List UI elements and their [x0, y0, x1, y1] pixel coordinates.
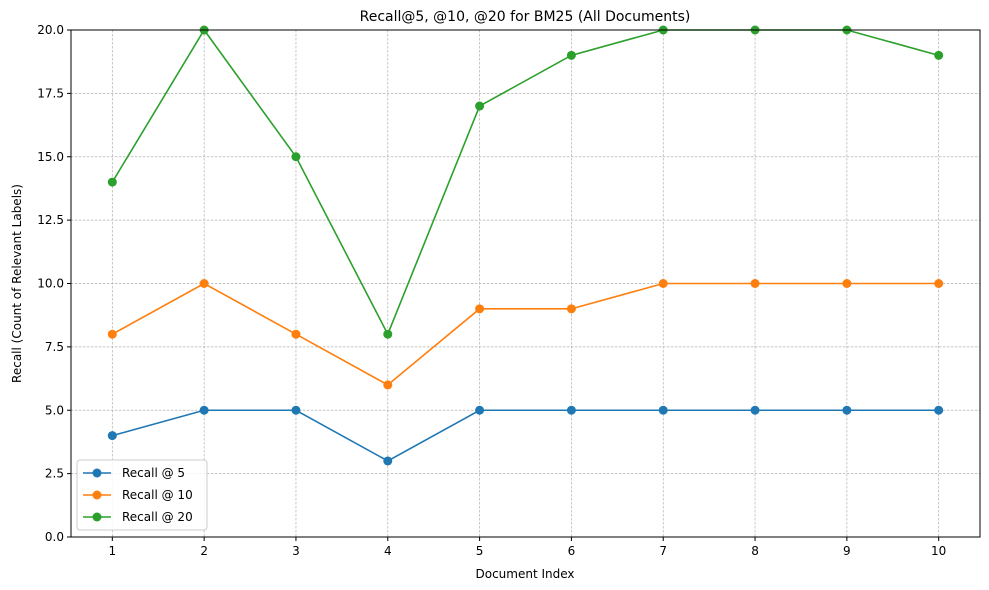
data-point: [934, 50, 944, 60]
series-2: [107, 279, 944, 390]
x-tick-label: 9: [843, 544, 851, 558]
legend-marker: [92, 512, 102, 522]
y-tick-label: 20.0: [37, 23, 64, 37]
legend-marker: [92, 468, 102, 478]
y-axis: 0.0 2.5 5.0 7.5 10.0 12.5 15.0 17.5 20.0: [37, 23, 71, 544]
data-point: [475, 101, 485, 111]
legend-label: Recall @ 5: [122, 466, 185, 480]
data-point: [842, 405, 852, 415]
chart-title: Recall@5, @10, @20 for BM25 (All Documen…: [360, 9, 691, 25]
x-axis-label: Document Index: [475, 567, 574, 581]
y-tick-label: 17.5: [37, 86, 64, 100]
data-point: [383, 329, 393, 339]
x-tick-label: 8: [751, 544, 759, 558]
data-point: [291, 405, 301, 415]
legend-label: Recall @ 20: [122, 510, 193, 524]
y-tick-label: 5.0: [45, 403, 64, 417]
x-tick-label: 1: [108, 544, 116, 558]
legend-label: Recall @ 10: [122, 488, 193, 502]
y-tick-label: 12.5: [37, 213, 64, 227]
data-point: [475, 304, 485, 314]
x-axis: 1 2 3 4 5 6 7 8 9 10: [108, 537, 946, 558]
x-tick-label: 2: [200, 544, 208, 558]
legend-item: Recall @ 10: [83, 488, 193, 502]
data-point: [842, 279, 852, 288]
data-point: [107, 431, 117, 441]
data-point: [566, 50, 576, 60]
x-tick-label: 7: [659, 544, 667, 558]
y-tick-label: 15.0: [37, 150, 64, 164]
data-point: [750, 279, 760, 288]
legend: Recall @ 5 Recall @ 10 Recall @ 20: [76, 459, 208, 531]
data-point: [291, 329, 301, 339]
x-tick-label: 4: [384, 544, 392, 558]
x-tick-label: 3: [292, 544, 300, 558]
series-line: [111, 282, 939, 386]
data-point: [107, 329, 117, 339]
y-tick-label: 2.5: [45, 467, 64, 481]
x-tick-label: 6: [568, 544, 576, 558]
data-point: [934, 405, 944, 415]
data-point: [658, 405, 668, 415]
x-tick-label: 10: [931, 544, 946, 558]
series-1: [107, 405, 944, 466]
data-point: [750, 405, 760, 415]
legend-marker: [92, 490, 102, 500]
y-axis-label: Recall (Count of Relevant Labels): [10, 184, 24, 383]
legend-item: Recall @ 5: [83, 466, 185, 480]
y-tick-label: 10.0: [37, 277, 64, 291]
y-tick-label: 7.5: [45, 340, 64, 354]
series-layer: [107, 25, 944, 466]
data-point: [383, 380, 393, 390]
data-point: [107, 177, 117, 187]
data-point: [199, 279, 209, 288]
data-point: [934, 279, 944, 288]
series-line: [111, 28, 939, 337]
data-point: [566, 405, 576, 415]
data-point: [475, 405, 485, 415]
legend-item: Recall @ 20: [83, 510, 193, 524]
data-point: [383, 456, 393, 466]
series-3: [107, 25, 944, 339]
legend-box: [76, 459, 208, 531]
data-point: [199, 405, 209, 415]
x-tick-label: 5: [476, 544, 484, 558]
data-point: [566, 304, 576, 314]
data-point: [291, 152, 301, 162]
data-point: [658, 279, 668, 288]
series-line: [112, 409, 939, 462]
y-tick-label: 0.0: [45, 530, 64, 544]
